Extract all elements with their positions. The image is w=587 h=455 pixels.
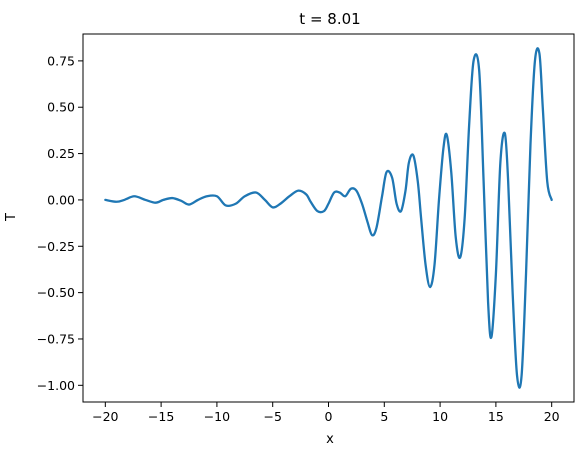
y-axis: −1.00 −0.75 −0.50 −0.25 0.00 0.25 0.50 0.75 [37, 53, 83, 393]
y-tick-label: −1.00 [37, 378, 75, 393]
x-tick-label: −5 [263, 409, 281, 424]
x-tick-label: 10 [432, 409, 448, 424]
x-tick-label: 5 [380, 409, 388, 424]
y-tick-label: −0.25 [37, 239, 75, 254]
x-tick-label: −10 [204, 409, 230, 424]
y-tick-label: 0.00 [47, 192, 75, 207]
series-line-0 [104, 47, 553, 389]
y-tick-label: 0.75 [47, 53, 75, 68]
y-tick-label: 0.50 [47, 100, 75, 115]
x-axis-label: x [326, 432, 334, 447]
y-tick-label: 0.25 [47, 146, 75, 161]
x-tick-label: 15 [488, 409, 504, 424]
x-tick-label: 0 [325, 409, 333, 424]
y-tick-label: −0.75 [37, 331, 75, 346]
x-tick-label: −20 [92, 409, 118, 424]
y-tick-label: −0.50 [37, 285, 75, 300]
x-axis: −20 −15 −10 −5 0 5 10 15 20 [92, 402, 560, 424]
x-tick-label: −15 [148, 409, 174, 424]
y-axis-label: T [4, 213, 19, 222]
chart-title: t = 8.01 [299, 10, 360, 28]
x-tick-label: 20 [544, 409, 560, 424]
